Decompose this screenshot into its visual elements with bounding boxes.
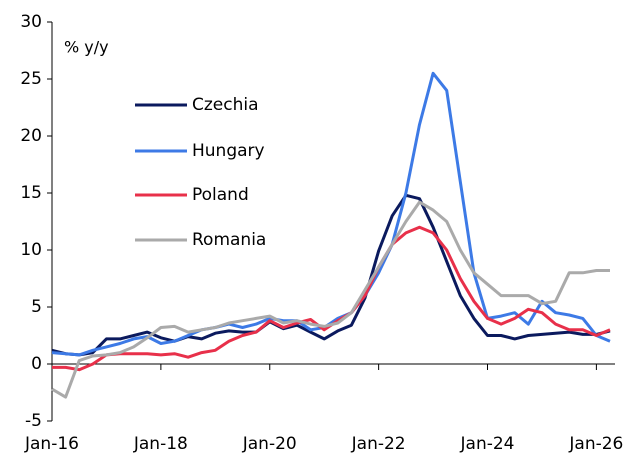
x-tick-label: Jan-24 — [460, 434, 515, 454]
x-tick-label: Jan-16 — [24, 434, 79, 454]
y-tick-label: 25 — [20, 69, 42, 89]
x-tick-label: Jan-20 — [242, 434, 297, 454]
legend-label: Poland — [192, 185, 249, 205]
y-tick-label: 20 — [20, 126, 42, 146]
series-line — [51, 71, 611, 357]
series-line — [51, 200, 610, 399]
legend-label: Hungary — [192, 141, 265, 161]
y-tick-label: 10 — [20, 240, 42, 260]
legend-label: Romania — [192, 230, 266, 250]
series-line — [52, 225, 611, 372]
x-tick-label: Jan-22 — [351, 434, 406, 454]
series-line — [51, 193, 611, 357]
y-tick-label: 0 — [31, 354, 42, 374]
y-tick-label: 30 — [20, 12, 42, 32]
x-tick-label: Jan-26 — [568, 434, 623, 454]
y-tick-label: 15 — [20, 183, 42, 203]
y-axis-label: % y/y — [64, 38, 109, 57]
x-tick-label: Jan-18 — [133, 434, 188, 454]
y-tick-label: -5 — [25, 411, 42, 431]
legend-label: Czechia — [192, 95, 259, 115]
y-tick-label: 5 — [31, 297, 42, 317]
